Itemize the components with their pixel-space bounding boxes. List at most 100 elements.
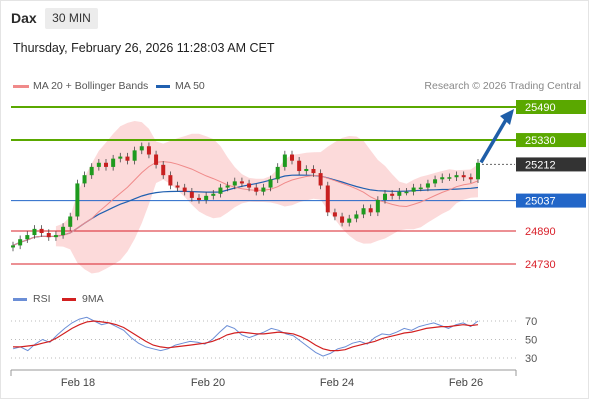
ma20-line (12, 161, 479, 246)
candle (232, 177, 237, 190)
candle-body (368, 208, 373, 213)
rsi-ma-line (13, 320, 479, 352)
candle-body (11, 245, 15, 248)
candle-body (397, 191, 402, 196)
ma50-legend-swatch (156, 85, 170, 88)
candle (111, 154, 116, 171)
candle (118, 152, 123, 163)
candle-body (418, 187, 423, 190)
candle-body (146, 146, 151, 155)
candle-body (275, 166, 280, 180)
candle (440, 173, 445, 184)
candle (211, 190, 216, 200)
candle-body (46, 233, 51, 238)
ma20-legend-label: MA 20 + Bollinger Bands (33, 80, 149, 92)
candle-body (404, 191, 409, 194)
candle-body (468, 177, 473, 180)
candle (189, 187, 194, 202)
candle (461, 171, 466, 181)
candle-body (447, 177, 452, 179)
candle (61, 223, 66, 239)
candle-body (211, 193, 216, 196)
candle-body (132, 150, 137, 161)
candle (154, 150, 159, 169)
level-box-25490 (516, 100, 586, 114)
candle (268, 175, 273, 192)
candle (361, 204, 366, 219)
candle (39, 225, 44, 237)
rsi-ma-legend-label: 9MA (82, 293, 104, 305)
candle (411, 183, 416, 196)
candle (104, 159, 108, 171)
candle-body (25, 235, 30, 240)
candle (311, 165, 316, 177)
x-tick-label: Feb 26 (449, 377, 483, 389)
candle (425, 179, 430, 192)
candle (476, 159, 480, 184)
level-box-25037 (516, 193, 586, 208)
candle (68, 212, 73, 231)
candle-body (383, 193, 387, 200)
candle (239, 177, 244, 188)
timeframe-badge[interactable]: 30 MIN (45, 8, 98, 29)
candle-body (440, 177, 445, 180)
candle (397, 187, 402, 200)
candle (204, 192, 209, 204)
candle (146, 142, 151, 159)
rsi-tick-70: 70 (525, 316, 537, 328)
candle-body (476, 162, 480, 180)
candle-body (175, 185, 180, 188)
candle (332, 208, 337, 221)
ma50-legend-label: MA 50 (175, 80, 205, 92)
candle (325, 181, 330, 217)
candle-body (268, 179, 273, 188)
candle (404, 187, 409, 196)
candle-body (390, 193, 395, 196)
candle (175, 181, 180, 192)
credit-label: Research © 2026 Trading Central (424, 80, 581, 92)
candle-body (340, 216, 345, 223)
candle-body (82, 175, 87, 184)
candle (454, 171, 459, 181)
forecast-arrowhead (500, 109, 514, 125)
candle (254, 183, 259, 196)
candle (304, 165, 309, 175)
candle-body (347, 218, 352, 223)
candle (197, 194, 201, 204)
candle-body (53, 235, 58, 238)
candle-body (325, 185, 330, 213)
rsi-legend-swatch (13, 298, 27, 301)
rsi-tick-30: 30 (525, 353, 537, 365)
candle (32, 225, 37, 239)
candle (182, 183, 187, 196)
candle-body (332, 212, 337, 217)
candle-body (104, 162, 108, 167)
candle-body (168, 175, 173, 186)
candle-body (375, 199, 380, 213)
level-box-25330 (516, 133, 586, 148)
candle (25, 231, 30, 243)
candle-body (18, 239, 23, 246)
level-label-24890: 24890 (525, 226, 556, 238)
candle-body (189, 191, 194, 198)
forecast-arrow (479, 117, 509, 164)
candle-body (239, 181, 244, 184)
rsi-ma-legend-swatch (62, 298, 76, 301)
candle (447, 173, 452, 181)
candle (340, 212, 345, 227)
candle-body (118, 156, 123, 159)
candle-body (282, 154, 287, 167)
candle-body (61, 226, 66, 236)
candle-body (218, 187, 223, 194)
candle-body (75, 183, 80, 217)
instrument-title: Dax (11, 10, 37, 26)
candle-body (182, 187, 187, 192)
candle (383, 190, 387, 204)
candle (225, 181, 230, 192)
candle (433, 175, 438, 188)
candle-body (32, 228, 37, 236)
candle (89, 163, 94, 179)
level-label-25037: 25037 (525, 196, 556, 208)
level-label-25212: 25212 (525, 159, 556, 171)
rsi-line (12, 316, 479, 357)
